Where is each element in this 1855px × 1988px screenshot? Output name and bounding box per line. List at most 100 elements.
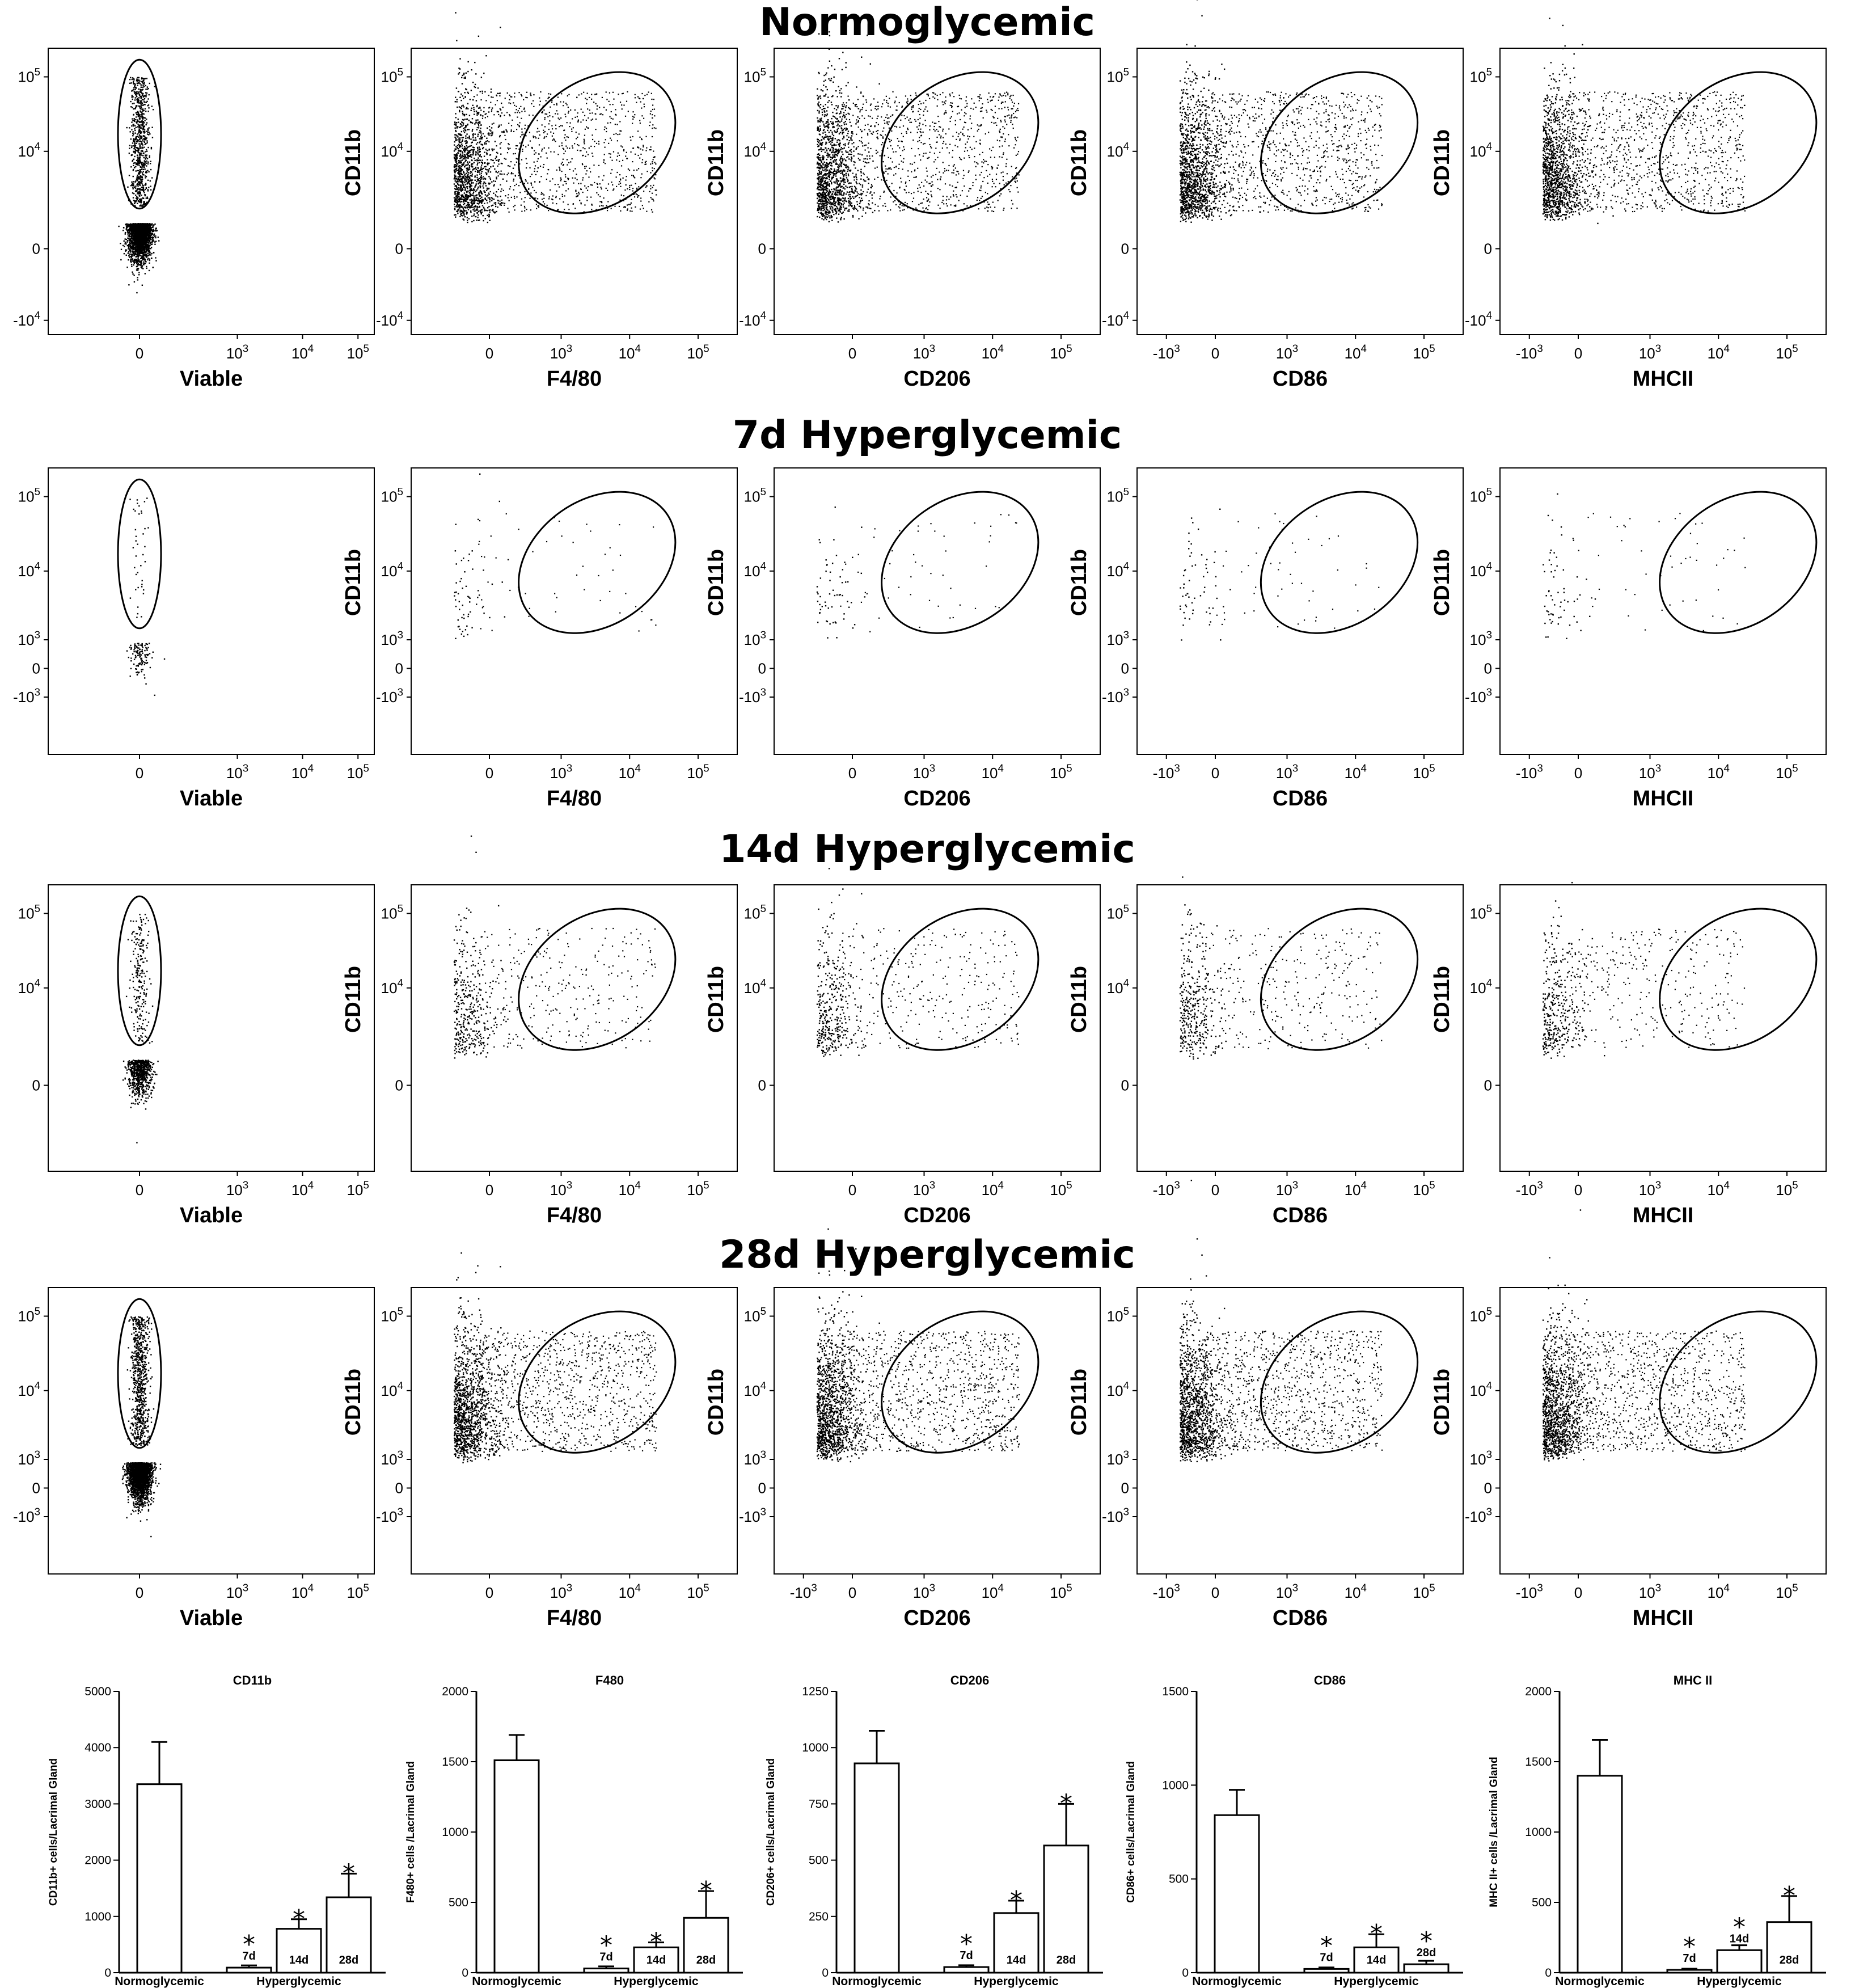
event-dot: [466, 133, 467, 134]
event-dot: [464, 179, 465, 180]
event-dot: [598, 165, 599, 166]
event-dot: [135, 195, 136, 196]
event-dot: [481, 156, 482, 157]
event-dot: [460, 94, 462, 95]
event-dot: [153, 229, 154, 230]
event-dot: [143, 117, 145, 118]
event-dot: [124, 246, 125, 247]
event-dot: [542, 193, 543, 195]
event-dot: [594, 141, 595, 142]
event-dot: [526, 209, 527, 210]
event-dot: [595, 129, 596, 130]
event-dot: [464, 210, 465, 212]
event-dot: [490, 130, 491, 132]
event-dot: [610, 173, 611, 174]
event-dot: [462, 189, 463, 190]
event-dot: [474, 176, 475, 178]
event-dot: [576, 193, 577, 194]
event-dot: [455, 189, 456, 190]
event-dot: [133, 87, 134, 88]
event-dot: [460, 154, 461, 155]
event-dot: [459, 192, 460, 193]
event-dot: [617, 140, 618, 141]
event-dot: [465, 210, 466, 211]
event-dot: [569, 169, 571, 170]
event-dot: [560, 179, 561, 180]
event-dot: [136, 136, 137, 137]
event-dot: [472, 154, 474, 155]
event-dot: [546, 153, 547, 154]
event-dot: [543, 167, 544, 168]
event-dot: [132, 118, 133, 119]
event-dot: [471, 145, 472, 146]
event-dot: [530, 141, 531, 142]
event-dot: [574, 178, 576, 179]
event-dot: [133, 200, 134, 201]
tick-label: 105: [347, 342, 369, 362]
event-dots: [454, 12, 657, 223]
event-dot: [138, 242, 139, 243]
event-dot: [612, 92, 614, 93]
event-dot: [467, 155, 468, 157]
event-dot: [132, 251, 133, 252]
event-dot: [484, 155, 485, 157]
event-dot: [510, 161, 512, 162]
event-dot: [132, 192, 133, 193]
event-dot: [144, 163, 145, 164]
event-dot: [459, 161, 460, 162]
event-dot: [133, 163, 134, 164]
event-dot: [524, 210, 525, 212]
event-dot: [129, 231, 130, 232]
event-dot: [132, 259, 133, 260]
event-dot: [141, 238, 142, 239]
event-dot: [544, 203, 545, 204]
event-dot: [592, 139, 593, 140]
event-dot: [141, 98, 142, 99]
event-dot: [141, 143, 142, 144]
event-dot: [143, 239, 145, 240]
event-dot: [576, 174, 577, 175]
event-dot: [142, 140, 143, 141]
event-dot: [479, 132, 480, 133]
event-dot: [632, 123, 633, 124]
event-dot: [516, 196, 517, 197]
event-dot: [130, 166, 132, 167]
event-dot: [139, 227, 140, 228]
event-dot: [531, 103, 532, 104]
event-dot: [609, 92, 610, 94]
event-dot: [486, 169, 487, 170]
event-dot: [491, 127, 492, 128]
event-dot: [488, 197, 489, 199]
event-dot: [592, 156, 593, 157]
event-dot: [467, 71, 468, 72]
event-dot: [478, 187, 479, 188]
event-dot: [132, 90, 133, 91]
event-dot: [136, 248, 137, 249]
event-dot: [467, 222, 468, 223]
event-dot: [143, 261, 144, 263]
event-dot: [142, 144, 143, 145]
event-dot: [495, 104, 496, 105]
event-dot: [469, 187, 470, 188]
event-dot: [543, 164, 544, 165]
event-dot: [555, 125, 556, 126]
event-dot: [131, 147, 132, 148]
event-dot: [135, 185, 136, 187]
event-dot: [468, 120, 470, 121]
event-dot: [133, 118, 134, 119]
event-dot: [456, 163, 457, 164]
event-dot: [130, 101, 131, 102]
event-dot: [145, 261, 146, 262]
event-dot: [540, 176, 542, 177]
event-dot: [150, 254, 151, 255]
event-dot: [133, 253, 134, 254]
event-dot: [142, 172, 143, 174]
event-dot: [476, 105, 478, 106]
event-dot: [569, 147, 570, 149]
event-dot: [464, 151, 465, 153]
event-dot: [148, 242, 149, 243]
event-dot: [623, 150, 624, 151]
plot-frame: [48, 48, 374, 335]
event-dot: [471, 202, 472, 204]
event-dot: [480, 114, 481, 115]
